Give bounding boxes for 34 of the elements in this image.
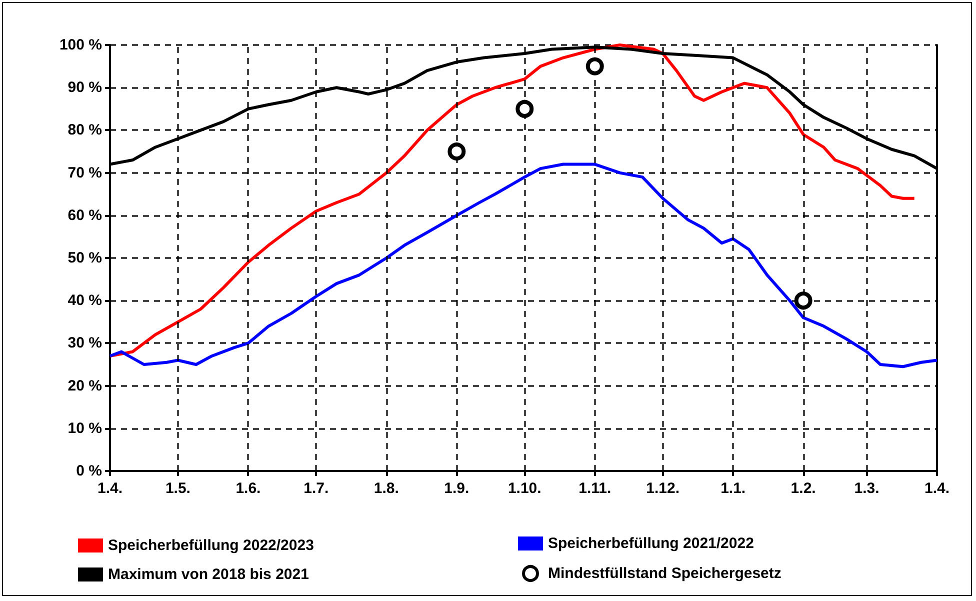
x-tick-label: 1.6. (236, 480, 261, 497)
y-tick-label: 10 % (68, 420, 102, 437)
x-tick-label: 1.4. (97, 480, 123, 497)
y-tick-label: 90 % (68, 79, 102, 96)
legend-label: Mindestfüllstand Speichergesetz (548, 565, 782, 582)
y-tick-label: 30 % (68, 334, 102, 352)
x-tick-label: 1.9. (444, 480, 470, 497)
y-tick-label: 20 % (68, 377, 102, 394)
y-tick-label: 70 % (68, 164, 102, 182)
point (516, 100, 534, 118)
x-tick-label: 1.10. (508, 480, 542, 497)
point (586, 57, 604, 76)
x-tick-label: 1.8. (374, 480, 399, 497)
x-tick-label: 1.12. (646, 480, 680, 497)
y-tick-label: 80 % (68, 122, 102, 139)
line-series (108, 162, 938, 368)
line-series (108, 44, 916, 358)
x-tick-label: 1.2. (790, 480, 816, 497)
y-tick-label: 0 % (76, 462, 102, 480)
legend-label: Maximum von 2018 bis 2021 (108, 566, 309, 583)
x-tick-label: 1.7. (304, 480, 329, 497)
x-tick-label: 1.5. (165, 480, 190, 497)
x-tick-label: 1.4. (924, 480, 950, 497)
x-tick-label: 1.11. (578, 480, 612, 497)
x-tick-label: 1.3. (854, 480, 880, 497)
y-tick-label: 60 % (68, 206, 102, 224)
point (448, 142, 466, 160)
y-tick-label: 50 % (68, 250, 102, 266)
legend-label: Speicherbefüllung 2021/2022 (548, 535, 754, 552)
legend-label: Speicherbefüllung 2022/2023 (108, 537, 314, 554)
y-tick-label: 100 % (59, 36, 102, 54)
point (794, 292, 812, 310)
y-tick-label: 40 % (68, 292, 102, 310)
x-tick-label: 1.1. (720, 480, 746, 497)
